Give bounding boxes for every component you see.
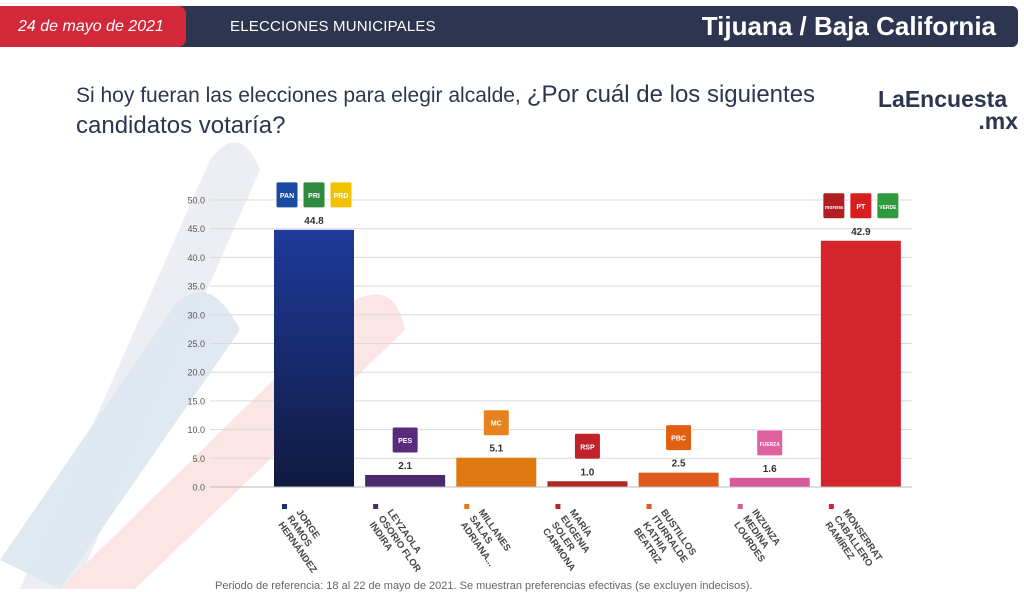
legend-marker [464, 504, 470, 509]
y-tick-label: 25.0 [187, 339, 205, 349]
bar [365, 474, 446, 487]
footer-note: Periodo de referencia: 18 al 22 de mayo … [215, 580, 753, 592]
bar [547, 481, 628, 487]
party-logo-icon [391, 426, 419, 454]
bar [820, 240, 901, 487]
party-logo-icon [665, 424, 693, 452]
party-logo-label: PES [398, 438, 412, 445]
question-title: Si hoy fueran las elecciones para elegir… [76, 80, 866, 141]
logo-line-2: .mx [978, 108, 1018, 134]
y-tick-label: 10.0 [187, 425, 205, 435]
logo-line-1: LaEncuesta [878, 86, 1008, 112]
y-tick-label: 20.0 [187, 368, 205, 378]
party-logo-label: PRD [334, 193, 349, 200]
party-logo-icon [329, 181, 353, 209]
party-logo-label: FUERZA [760, 442, 781, 448]
legend-marker [646, 504, 652, 509]
legend-marker [373, 504, 379, 509]
y-tick-label: 35.0 [187, 282, 205, 292]
bar [729, 477, 810, 487]
question-part-2: ¿Por cuál de los siguientes candidatos v… [76, 81, 816, 139]
data-label: 1.6 [763, 464, 777, 475]
y-tick-label: 0.0 [192, 483, 205, 493]
party-logo-icon [482, 409, 510, 437]
party-logo-icon [573, 432, 601, 460]
category-label: MILLANESSALASADRIANA... [458, 507, 515, 568]
y-tick-label: 45.0 [187, 224, 205, 234]
legend-marker [737, 504, 743, 509]
category-label: BUSTILLOSITURRALDEKATHIABEATRIZ [631, 507, 699, 577]
category-label: JORGERAMOSHERNÁNDEZ [276, 507, 337, 575]
party-logo-icon [822, 192, 846, 220]
party-logo-label: morena [825, 205, 843, 211]
party-logo-icon [756, 429, 784, 457]
party-logo-label: VERDE [879, 205, 897, 211]
party-logo-icon [302, 181, 326, 209]
party-logo-label: RSP [580, 444, 595, 451]
party-logo-label: PBC [671, 436, 686, 443]
party-logo-label: PAN [280, 193, 294, 200]
y-tick-label: 50.0 [187, 196, 205, 206]
data-label: 44.8 [304, 216, 324, 227]
legend-marker [828, 504, 834, 509]
location-title: Tijuana / Baja California [701, 11, 996, 41]
party-logo-icon [275, 181, 299, 209]
party-logo-label: MC [491, 421, 502, 428]
party-logo-icon [849, 192, 873, 220]
bar [274, 229, 354, 487]
data-label: 1.0 [580, 467, 594, 478]
data-label: 2.5 [672, 459, 686, 470]
category-label: MONSERRATCABALLERORAMÍREZ [822, 507, 884, 576]
laencuesta-logo: LaEncuesta .mx [878, 86, 1024, 134]
section-title: ELECCIONES MUNICIPALES [230, 18, 436, 35]
data-label: 5.1 [489, 444, 503, 455]
legend-marker [555, 504, 561, 509]
category-label: INZUNZAMEDINALOURDES [731, 507, 785, 564]
party-logo-label: PT [856, 204, 866, 211]
y-tick-label: 15.0 [187, 396, 205, 406]
date-badge: 24 de mayo de 2021 [0, 6, 186, 47]
y-tick-label: 5.0 [192, 454, 205, 464]
category-label: MARÍAEUGENIASOLERCARMONA [540, 507, 605, 573]
party-logo-icon [876, 192, 900, 220]
y-tick-label: 30.0 [187, 310, 205, 320]
bar [638, 472, 719, 487]
party-logo-label: PRI [308, 193, 320, 200]
legend-marker [282, 504, 287, 509]
y-tick-label: 40.0 [187, 253, 205, 263]
category-label: LEYZAOLAOSORIO FLORINDIRA [367, 507, 432, 581]
bar [456, 457, 537, 487]
question-part-1: Si hoy fueran las elecciones para elegir… [76, 84, 521, 107]
data-label: 42.9 [851, 227, 871, 238]
data-label: 2.1 [398, 461, 412, 472]
